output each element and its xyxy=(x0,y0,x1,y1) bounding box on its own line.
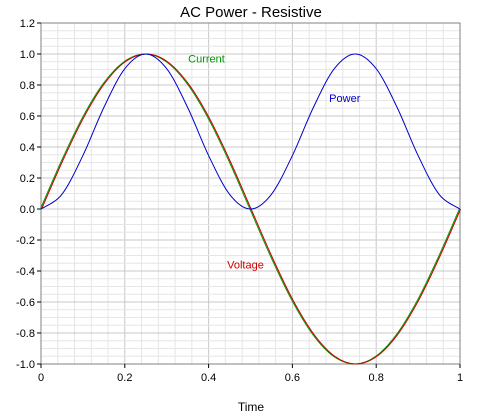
chart-title: AC Power - Resistive xyxy=(180,4,322,21)
x-axis-ticks: 0 0.2 0.4 0.6 0.8 1 xyxy=(38,364,463,384)
y-tick-label: -0.4 xyxy=(16,266,35,278)
grid xyxy=(41,23,460,364)
annotation-power: Power xyxy=(329,93,361,105)
annotations: Current Power Voltage xyxy=(188,54,361,272)
x-tick-label: 1 xyxy=(457,372,463,384)
x-tick-label: 0.4 xyxy=(201,372,216,384)
y-axis-ticks: -1.0 -0.8 -0.6 -0.4 -0.2 0.0 0.2 0.4 0.6 0.8 1.0 1.… xyxy=(16,18,41,371)
y-tick-label: 0.6 xyxy=(20,111,35,123)
x-tick-label: 0.6 xyxy=(285,372,300,384)
x-tick-label: 0.2 xyxy=(117,372,132,384)
series-lines xyxy=(39,53,462,365)
annotation-current: Current xyxy=(188,54,225,66)
annotation-voltage: Voltage xyxy=(227,260,264,272)
y-tick-label: 0.8 xyxy=(20,80,35,92)
x-axis-label: Time xyxy=(238,400,265,414)
x-tick-label: 0 xyxy=(38,372,44,384)
y-tick-label: -1.0 xyxy=(16,359,35,371)
plot-frame xyxy=(40,22,461,365)
y-tick-label: 1.2 xyxy=(20,18,35,30)
x-tick-label: 0.8 xyxy=(369,372,384,384)
y-tick-label: 0.4 xyxy=(20,142,35,154)
y-tick-label: 0.0 xyxy=(20,204,35,216)
series-line-power xyxy=(40,53,461,210)
y-tick-label: 1.0 xyxy=(20,49,35,61)
y-tick-label: -0.2 xyxy=(16,235,35,247)
y-tick-label: 0.2 xyxy=(20,173,35,185)
y-tick-label: -0.6 xyxy=(16,297,35,309)
y-tick-label: -0.8 xyxy=(16,328,35,340)
